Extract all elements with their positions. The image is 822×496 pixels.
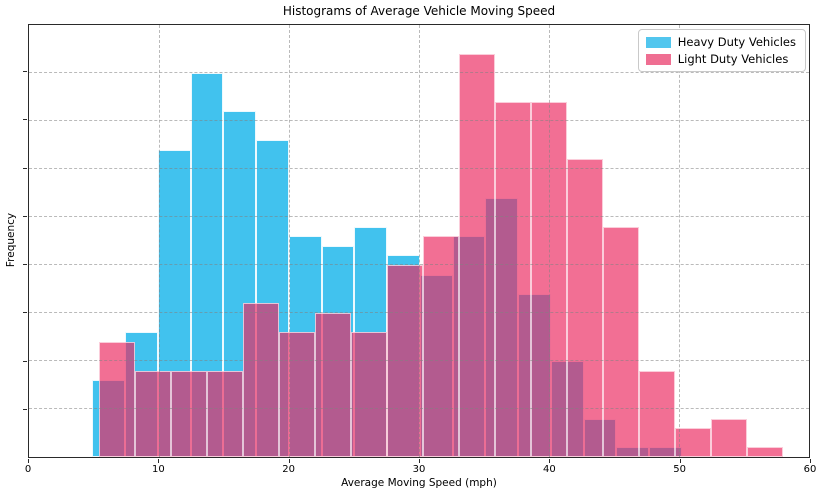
histogram-bar-light-duty bbox=[602, 226, 639, 457]
gridline-vertical bbox=[419, 25, 420, 457]
x-tick-label: 30 bbox=[412, 464, 426, 475]
gridline-vertical bbox=[548, 25, 550, 457]
y-tick-mark bbox=[23, 167, 27, 169]
histogram-bar-light-duty bbox=[278, 332, 315, 457]
x-tick-label: 0 bbox=[24, 464, 32, 475]
histogram-bar-light-duty bbox=[710, 418, 747, 457]
y-axis-label: Frequency bbox=[5, 212, 17, 268]
gridline-vertical bbox=[158, 25, 160, 457]
x-tick-label: 60 bbox=[803, 464, 817, 475]
legend-swatch-light-duty-icon bbox=[645, 53, 671, 65]
y-tick-mark bbox=[23, 408, 27, 410]
x-tick-mark bbox=[549, 459, 551, 463]
x-tick-mark bbox=[28, 459, 29, 463]
legend-label: Light Duty Vehicles bbox=[677, 52, 789, 66]
y-axis-ticks bbox=[23, 24, 28, 458]
histogram-bar-light-duty bbox=[386, 265, 423, 457]
histogram-bar-light-duty bbox=[674, 428, 711, 457]
y-tick-mark bbox=[23, 264, 27, 266]
histogram-bar-light-duty bbox=[314, 313, 351, 457]
histogram-bar-light-duty bbox=[242, 303, 279, 457]
y-tick-mark bbox=[23, 71, 27, 73]
histogram-bar-light-duty bbox=[98, 341, 135, 457]
legend-swatch-heavy-duty-icon bbox=[645, 36, 671, 48]
histogram-bar-light-duty bbox=[638, 370, 675, 457]
y-tick-mark bbox=[23, 119, 27, 121]
x-tick-mark bbox=[810, 459, 811, 463]
chart-title: Histograms of Average Vehicle Moving Spe… bbox=[282, 4, 556, 18]
histogram-bar-light-duty bbox=[134, 370, 171, 457]
histogram-bar-light-duty bbox=[458, 53, 495, 457]
gridline-vertical bbox=[679, 25, 680, 457]
x-tick-label: 10 bbox=[151, 464, 165, 475]
x-tick-label: 40 bbox=[542, 464, 556, 475]
y-tick-mark bbox=[23, 360, 27, 362]
legend-entry-heavy-duty: Heavy Duty Vehicles bbox=[645, 35, 796, 49]
x-tick-mark bbox=[679, 459, 681, 463]
x-axis-ticks: 0 10 20 30 40 50 60 bbox=[24, 458, 816, 476]
plot-area: Heavy Duty Vehicles Light Duty Vehicles bbox=[28, 24, 810, 458]
legend: Heavy Duty Vehicles Light Duty Vehicles bbox=[637, 29, 806, 72]
x-tick-label: 50 bbox=[673, 464, 687, 475]
y-tick-mark bbox=[23, 215, 27, 217]
histogram-bar-light-duty bbox=[746, 447, 783, 457]
x-tick-mark bbox=[288, 459, 290, 463]
legend-entry-light-duty: Light Duty Vehicles bbox=[645, 52, 796, 66]
legend-label: Heavy Duty Vehicles bbox=[677, 35, 796, 49]
y-tick-mark bbox=[23, 312, 27, 314]
histogram-bar-light-duty bbox=[422, 236, 459, 457]
x-tick-mark bbox=[419, 459, 420, 463]
histogram-bar-light-duty bbox=[170, 370, 207, 457]
histogram-bar-light-duty bbox=[566, 159, 603, 457]
histogram-bar-light-duty bbox=[206, 370, 243, 457]
x-tick-mark bbox=[158, 459, 160, 463]
histogram-bar-light-duty bbox=[494, 101, 531, 457]
histogram-bar-light-duty bbox=[530, 101, 567, 457]
x-tick-label: 20 bbox=[282, 464, 296, 475]
histogram-bar-light-duty bbox=[350, 332, 387, 457]
gridline-vertical bbox=[288, 25, 290, 457]
x-axis-label: Average Moving Speed (mph) bbox=[341, 477, 497, 489]
